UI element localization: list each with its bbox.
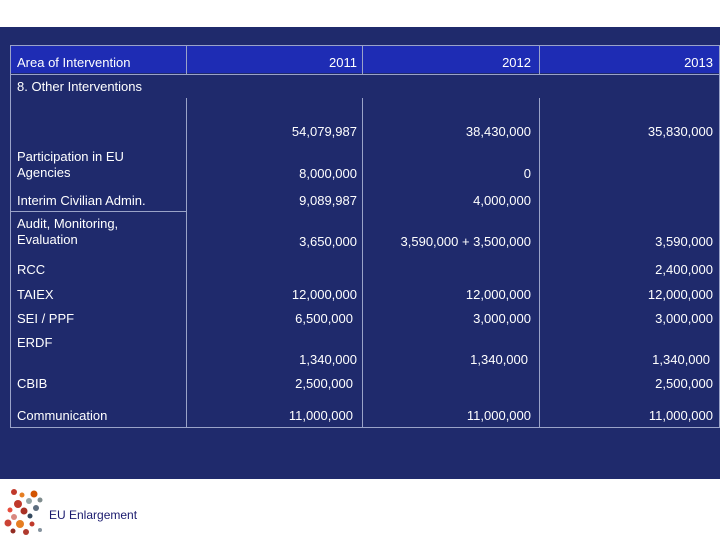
table-panel — [0, 27, 720, 479]
grid-line — [10, 211, 186, 212]
header-area-of-intervention: Area of Intervention — [17, 55, 131, 70]
total-2011: 54,079,987 — [291, 124, 357, 139]
footer-logo-text: EU Enlargement — [49, 508, 138, 522]
grid-line — [362, 98, 363, 428]
row-label-communication: Communication — [17, 408, 108, 423]
eu-enlargement-logo-icon — [4, 489, 43, 535]
grid-line — [539, 45, 540, 75]
row-label-taiex: TAIEX — [17, 287, 54, 302]
grid-line — [10, 427, 720, 428]
row-audit-2013: 3,590,000 — [655, 234, 713, 249]
grid-line — [539, 98, 540, 428]
grid-line — [10, 45, 720, 46]
row-erdf-2012: 1,340,000 — [470, 352, 528, 367]
header-2013: 2013 — [684, 55, 713, 70]
grid-line — [362, 45, 363, 75]
row-label-cbib: CBIB — [17, 376, 48, 391]
row-interim-2011: 9,089,987 — [299, 193, 357, 208]
row-communication-2013: 11,000,000 — [648, 408, 713, 423]
row-label-rcc: RCC — [17, 262, 46, 277]
row-sei-2012: 3,000,000 — [473, 311, 531, 326]
header-2012: 2012 — [502, 55, 531, 70]
row-sei-2011: 6,500,000 — [295, 311, 353, 326]
row-rcc-2013: 2,400,000 — [655, 262, 713, 277]
total-2012: 38,430,000 — [465, 124, 531, 139]
section-title: 8. Other Interventions — [17, 79, 143, 94]
row-taiex-2012: 12,000,000 — [465, 287, 531, 302]
row-label-audit: Audit, Monitoring, Evaluation — [17, 216, 119, 247]
row-participation-2011: 8,000,000 — [299, 166, 357, 181]
row-erdf-2011: 1,340,000 — [299, 352, 357, 367]
row-interim-2012: 4,000,000 — [473, 193, 531, 208]
total-2013: 35,830,000 — [647, 124, 713, 139]
table-header-row — [10, 45, 720, 73]
grid-line — [10, 74, 720, 75]
row-label-erdf: ERDF — [17, 335, 53, 350]
row-communication-2011: 11,000,000 — [288, 408, 353, 423]
grid-line — [186, 98, 187, 428]
row-cbib-2011: 2,500,000 — [295, 376, 353, 391]
row-audit-2011: 3,650,000 — [299, 234, 357, 249]
row-participation-2012: 0 — [523, 166, 531, 181]
row-taiex-2011: 12,000,000 — [291, 287, 357, 302]
row-label-interim-civilian-admin: Interim Civilian Admin. — [17, 193, 146, 208]
row-communication-2012: 11,000,000 — [466, 408, 531, 423]
grid-line — [10, 45, 11, 428]
row-erdf-2013: 1,340,000 — [652, 352, 710, 367]
row-label-participation: Participation in EU Agencies — [17, 149, 124, 180]
row-sei-2013: 3,000,000 — [655, 311, 713, 326]
row-label-sei-ppf: SEI / PPF — [17, 311, 75, 326]
row-cbib-2013: 2,500,000 — [655, 376, 713, 391]
row-taiex-2013: 12,000,000 — [647, 287, 713, 302]
header-2011: 2011 — [329, 55, 357, 70]
grid-line — [186, 45, 187, 75]
row-audit-2012: 3,590,000 + 3,500,000 — [400, 234, 531, 249]
